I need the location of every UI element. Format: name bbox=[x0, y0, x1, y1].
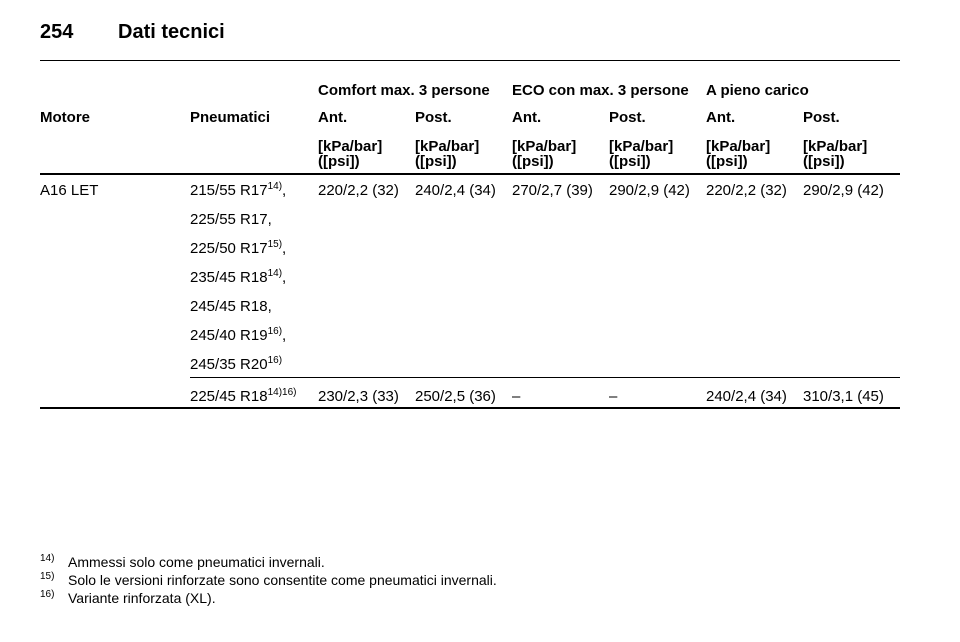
footnote-text: Ammessi solo come pneumatici invernali. bbox=[68, 554, 325, 570]
page-title: Dati tecnici bbox=[118, 21, 225, 43]
tyre: 235/45 R1814), bbox=[190, 268, 287, 286]
footnote-ref: 16) bbox=[267, 326, 283, 337]
column-header: Ant. bbox=[512, 109, 542, 126]
group-header: Comfort max. 3 persone bbox=[318, 82, 490, 99]
column-header: Pneumatici bbox=[190, 109, 271, 126]
pressure-value: 290/2,9 (42) bbox=[803, 182, 884, 199]
separator: , bbox=[282, 240, 287, 257]
group-header: ECO con max. 3 persone bbox=[512, 82, 689, 99]
unit: [kPa/bar] bbox=[415, 138, 480, 155]
page-number: 254 bbox=[40, 21, 74, 43]
tyre: 245/45 R18, bbox=[190, 299, 272, 314]
column-header: Post. bbox=[803, 109, 840, 126]
unit: ([psi]) bbox=[609, 153, 651, 170]
rule bbox=[40, 407, 900, 409]
footnote-text: Solo le versioni rinforzate sono consent… bbox=[68, 572, 497, 588]
tyre: 245/35 R2016) bbox=[190, 355, 283, 373]
tyre-size: 235/45 R18 bbox=[190, 269, 268, 286]
pressure-value: – bbox=[512, 388, 521, 405]
unit: ([psi]) bbox=[512, 153, 554, 170]
pressure-value: 230/2,3 (33) bbox=[318, 388, 399, 405]
footnote-ref: 16) bbox=[267, 355, 283, 366]
pressure-value: 250/2,5 (36) bbox=[415, 388, 496, 405]
unit: ([psi]) bbox=[706, 153, 748, 170]
column-header: Post. bbox=[415, 109, 452, 126]
pressure-value: 240/2,4 (34) bbox=[706, 388, 787, 405]
footnote-ref: 14) bbox=[267, 181, 283, 192]
tyre: 245/40 R1916), bbox=[190, 326, 287, 344]
footnote-ref: 14)16) bbox=[267, 387, 297, 398]
footnote-marker: 16) bbox=[40, 589, 55, 600]
pressure-value: 220/2,2 (32) bbox=[318, 182, 399, 199]
footnote-ref: 14) bbox=[267, 268, 283, 279]
tyre-size: 225/50 R17 bbox=[190, 240, 268, 257]
unit: ([psi]) bbox=[415, 153, 457, 170]
rule bbox=[40, 60, 900, 61]
rule bbox=[40, 173, 900, 175]
footnote-ref: 15) bbox=[267, 239, 283, 250]
rule bbox=[190, 377, 900, 378]
pressure-value: – bbox=[609, 388, 618, 405]
separator: , bbox=[282, 327, 287, 344]
tyre-size: 245/35 R20 bbox=[190, 356, 268, 373]
pressure-value: 270/2,7 (39) bbox=[512, 182, 593, 199]
pressure-value: 220/2,2 (32) bbox=[706, 182, 787, 199]
column-header: Post. bbox=[609, 109, 646, 126]
footnote-text: Variante rinforzata (XL). bbox=[68, 590, 216, 606]
tyre: 215/55 R1714), bbox=[190, 181, 287, 199]
separator: , bbox=[282, 182, 287, 199]
pressure-value: 240/2,4 (34) bbox=[415, 182, 496, 199]
engine: A16 LET bbox=[40, 182, 99, 199]
unit: [kPa/bar] bbox=[609, 138, 674, 155]
column-header: Ant. bbox=[706, 109, 736, 126]
unit: [kPa/bar] bbox=[706, 138, 771, 155]
tyre: 225/50 R1715), bbox=[190, 239, 287, 257]
unit: ([psi]) bbox=[318, 153, 360, 170]
tyre: 225/45 R1814)16) bbox=[190, 387, 297, 405]
tyre-size: 225/45 R18 bbox=[190, 388, 268, 405]
pressure-value: 290/2,9 (42) bbox=[609, 182, 690, 199]
tyre: 225/55 R17, bbox=[190, 212, 272, 227]
separator: , bbox=[282, 269, 287, 286]
group-header: A pieno carico bbox=[706, 82, 809, 99]
tyre-size: 215/55 R17 bbox=[190, 182, 268, 199]
tyre-size: 245/45 R18, bbox=[190, 298, 272, 315]
unit: ([psi]) bbox=[803, 153, 845, 170]
column-header: Motore bbox=[40, 109, 90, 126]
unit: [kPa/bar] bbox=[803, 138, 868, 155]
tyre-size: 225/55 R17, bbox=[190, 211, 272, 228]
column-header: Ant. bbox=[318, 109, 348, 126]
unit: [kPa/bar] bbox=[512, 138, 577, 155]
footnote-marker: 15) bbox=[40, 571, 55, 582]
tyre-size: 245/40 R19 bbox=[190, 327, 268, 344]
footnote-marker: 14) bbox=[40, 553, 55, 564]
pressure-value: 310/3,1 (45) bbox=[803, 388, 884, 405]
unit: [kPa/bar] bbox=[318, 138, 383, 155]
